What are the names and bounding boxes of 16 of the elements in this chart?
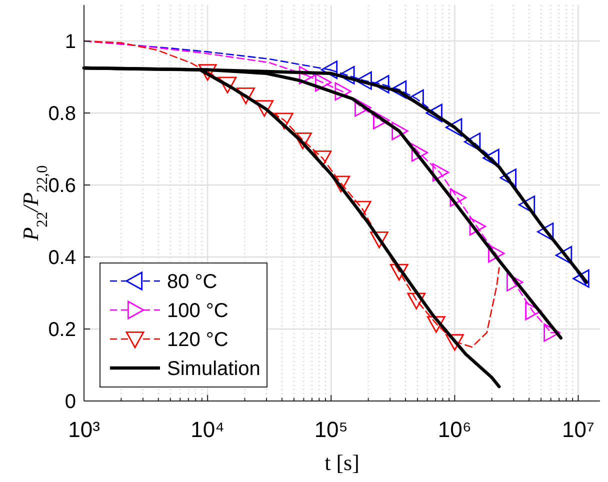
x-tick-label: 10³ — [68, 417, 100, 442]
y-tick-label: 0.8 — [48, 103, 76, 125]
x-tick-label: 10⁷ — [562, 417, 594, 442]
legend-label: Simulation — [167, 358, 260, 380]
y-tick-label: 1 — [64, 31, 76, 53]
legend-label: 100 °C — [167, 300, 228, 322]
x-tick-label: 10⁵ — [314, 417, 348, 442]
legend-label: 80 °C — [167, 271, 218, 293]
x-tick-label: 10⁶ — [438, 417, 472, 442]
y-tick-label: 0.4 — [48, 247, 76, 269]
x-tick-label: 10⁴ — [190, 417, 225, 442]
legend-label: 120 °C — [167, 329, 228, 351]
y-tick-label: 0.2 — [48, 319, 76, 341]
y-tick-label: 0.6 — [48, 175, 76, 197]
x-axis-title: t [s] — [324, 450, 360, 475]
y-tick-label: 0 — [64, 391, 76, 413]
